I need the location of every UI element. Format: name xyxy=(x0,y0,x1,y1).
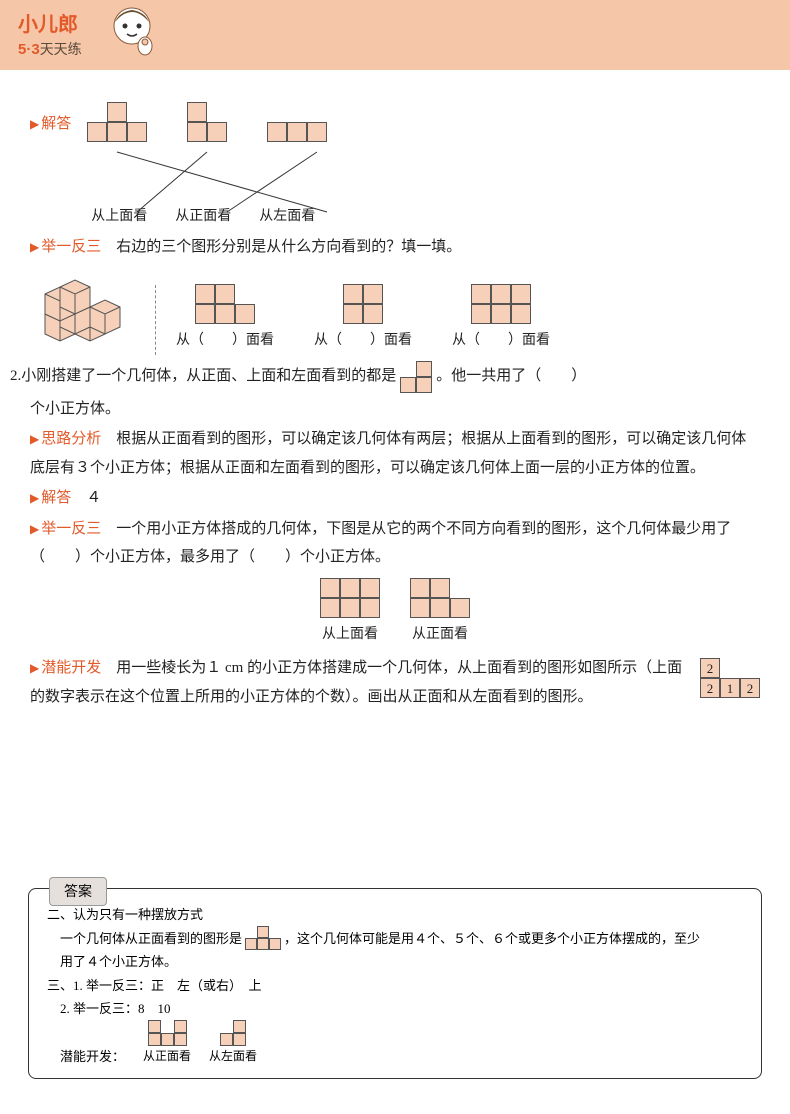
extend2-text: 一个用小正方体搭成的几何体，下图是从它的两个不同方向看到的图形，这个几何体最少用… xyxy=(30,521,731,566)
fill-a: 从（ ）面看 xyxy=(176,328,274,355)
label-extend1: 举一反三 xyxy=(41,238,101,255)
ans-shape-front xyxy=(148,1020,187,1046)
ext2-shape-front xyxy=(410,578,470,618)
answer-tab: 答案 xyxy=(49,877,107,906)
ans-l2c: 用了４个小正方体。 xyxy=(60,950,743,973)
arrow-icon: ▶ xyxy=(30,117,39,131)
page-content: ▶解答 从上面看 从正面看 从左面看 ▶举一反三 右边的三个图形分别是从什么方向… xyxy=(0,70,790,711)
label-potential: 潜能开发 xyxy=(41,659,101,676)
answer-box: 答案 二、认为只有一种摆放方式 一个几何体从正面看到的图形是 ，这个几何体可能是… xyxy=(28,888,762,1079)
ans-l5v2: 从左面看 xyxy=(209,1046,257,1068)
ans-shape-left xyxy=(220,1020,246,1046)
shape-c xyxy=(471,284,531,324)
q2-text-a: 小刚搭建了一个几何体，从正面、上面和左面看到的都是 xyxy=(21,362,396,391)
potential-text: 用一些棱长为１ cm 的小正方体搭建成一个几何体，从上面看到的图形如图所示（上面… xyxy=(30,660,682,705)
q2-text-c: 个小正方体。 xyxy=(30,395,760,424)
extend1-prompt: 右边的三个图形分别是从什么方向看到的？填一填。 xyxy=(116,239,461,255)
ans-l5v1: 从正面看 xyxy=(143,1046,191,1068)
iso-cube-stack xyxy=(40,269,135,355)
q2-text-b: 。他一共用了（ ） xyxy=(436,362,586,391)
ext2-view-front: 从正面看 xyxy=(410,622,470,649)
ext2-view-top: 从上面看 xyxy=(320,622,380,649)
q2-shape xyxy=(400,361,432,393)
label-answer: 解答 xyxy=(41,115,71,132)
ans-l4: 2. 举一反三：8 10 xyxy=(60,997,743,1020)
ans-l1: 二、认为只有一种摆放方式 xyxy=(47,903,743,926)
ans2-value: ４ xyxy=(86,490,101,506)
ans-l3: 三、1. 举一反三：正 左（或右） 上 xyxy=(47,974,743,997)
ext2-shape-top xyxy=(320,578,380,618)
fill-b: 从（ ）面看 xyxy=(314,328,412,355)
arrow-icon: ▶ xyxy=(30,432,39,446)
q2-num: 2. xyxy=(10,362,21,391)
shape-a xyxy=(195,284,255,324)
gv-1-1: 1 xyxy=(720,678,740,698)
arrow-icon: ▶ xyxy=(30,491,39,505)
cross-lines xyxy=(87,102,437,222)
arrow-icon: ▶ xyxy=(30,240,39,254)
label-ans2: 解答 xyxy=(41,489,71,506)
ans-shape xyxy=(245,926,281,950)
arrow-icon: ▶ xyxy=(30,661,39,675)
shape-b xyxy=(343,284,383,324)
ans-l5: 潜能开发： xyxy=(60,1045,125,1068)
analysis-text: 根据从正面看到的图形，可以确定该几何体有两层；根据从上面看到的图形，可以确定该几… xyxy=(30,431,746,476)
gv-1-0: 2 xyxy=(700,678,720,698)
fill-c: 从（ ）面看 xyxy=(452,328,550,355)
arrow-icon: ▶ xyxy=(30,522,39,536)
gv-0-0: 2 xyxy=(700,658,720,678)
ans-l2b: ，这个几何体可能是用４个、５个、６个或更多个小正方体摆成的，至少 xyxy=(284,927,700,950)
ans-l2a: 一个几何体从正面看到的图形是 xyxy=(60,927,242,950)
header-band: 小儿郎 5·3天天练 xyxy=(0,0,790,70)
label-extend2: 举一反三 xyxy=(41,520,101,537)
logo-sub-num: 5·3 xyxy=(18,41,40,58)
logo-sub-text: 天天练 xyxy=(40,41,82,57)
potential-grid: 2 2 1 2 xyxy=(700,658,760,698)
label-analysis: 思路分析 xyxy=(41,430,101,447)
mascot-icon xyxy=(105,4,160,71)
gv-1-2: 2 xyxy=(740,678,760,698)
